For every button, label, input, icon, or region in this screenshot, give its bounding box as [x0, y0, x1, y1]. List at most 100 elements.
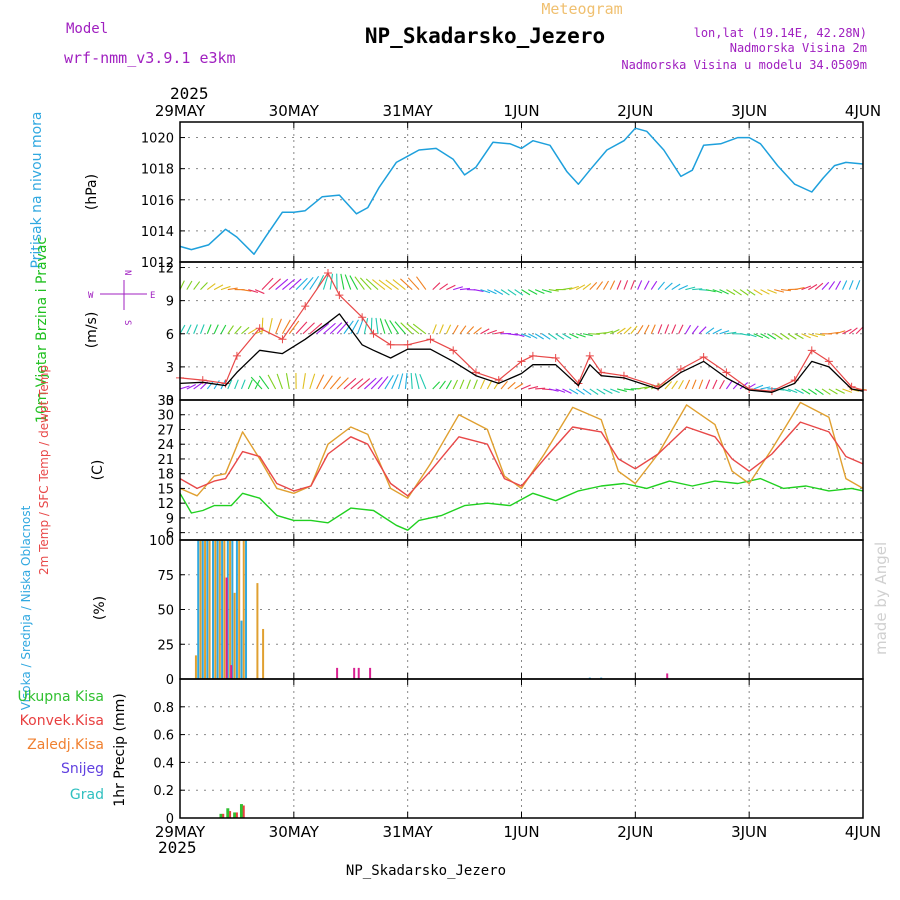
- wind-gust-marker: [232, 351, 241, 360]
- wind-arrow: [295, 321, 308, 335]
- wind-arrow: [582, 283, 592, 291]
- low-cloud-bar: [357, 667, 360, 679]
- wind-arrow: [801, 285, 812, 291]
- y-tick-label: 1018: [141, 163, 174, 178]
- conv-precip-bar: [229, 811, 232, 818]
- wind-arrow: [445, 324, 452, 334]
- wind-arrow: [555, 333, 565, 340]
- dewpoint-line: [179, 477, 864, 531]
- wind-arrow: [220, 324, 227, 335]
- wind-arrow: [329, 322, 343, 335]
- y-tick-label: 12: [157, 497, 174, 512]
- wind-arrow: [268, 278, 281, 291]
- wind-arrow: [630, 280, 635, 290]
- high-cloud-bar: [216, 540, 219, 679]
- wind-arrow: [814, 388, 824, 396]
- mid-cloud-bar: [218, 540, 221, 679]
- wind-arrow: [350, 378, 364, 390]
- wind-arrow: [514, 383, 524, 390]
- cloud-title: Visoka / Srednja / Niska Oblacnost: [19, 505, 33, 710]
- wind-arrow: [186, 280, 193, 290]
- wind-arrow: [548, 289, 559, 292]
- wind-arrow: [439, 324, 444, 334]
- wind-arrow: [247, 379, 253, 390]
- wind-arrow: [760, 289, 770, 295]
- x-tick-label-bottom: 1JUN: [503, 823, 539, 841]
- lonlat-text: lon,lat (19.14E, 42.28N): [694, 26, 867, 40]
- mid-cloud-bar: [242, 540, 245, 679]
- wind-arrow: [739, 333, 751, 336]
- low-cloud-bar: [369, 667, 372, 679]
- wind-gust-marker: [323, 269, 332, 278]
- wind-arrow: [794, 287, 805, 291]
- y-tick-label: 3: [166, 361, 174, 376]
- wind-ylabel: (m/s): [84, 312, 100, 349]
- wind-arrow: [664, 324, 670, 334]
- wind-arrow: [821, 281, 830, 290]
- wind-arrow: [248, 328, 258, 335]
- wind-arrow: [378, 279, 393, 291]
- wind-arrow: [548, 333, 558, 340]
- total-precip-bar: [226, 808, 230, 818]
- wind-arrow: [528, 289, 538, 295]
- y-tick-label: 75: [157, 569, 174, 584]
- wind-arrow: [288, 320, 300, 335]
- data-layer: [176, 127, 867, 818]
- wind-arrow: [760, 333, 770, 340]
- wind-arrow: [623, 280, 629, 290]
- wind-arrow: [712, 289, 723, 294]
- wind-arrow: [732, 289, 742, 296]
- wind-arrow: [528, 386, 539, 390]
- wind-arrow: [445, 380, 452, 390]
- wind-arrow: [664, 282, 673, 291]
- wind-arrow: [691, 325, 699, 335]
- wind-gust-marker: [369, 329, 378, 338]
- wind-arrow: [384, 319, 393, 334]
- wind-arrow: [828, 331, 839, 335]
- wind-arrow: [322, 274, 329, 290]
- wind-arrow: [684, 379, 691, 390]
- wind-arrow: [406, 323, 420, 335]
- y-tick-label: 1020: [141, 132, 174, 147]
- wind-arrow: [801, 388, 811, 395]
- y-tick-label: 0: [166, 673, 174, 688]
- footer-station: NP_Skadarsko_Jezero: [346, 863, 506, 879]
- temp2m-line: [179, 421, 864, 497]
- mid-cloud-bar: [208, 540, 211, 679]
- sfc-temp-line: [179, 401, 864, 499]
- wind-arrow: [267, 374, 277, 390]
- wind-arrow: [370, 377, 383, 390]
- wind-arrow: [643, 280, 650, 290]
- wind-gust-marker: [403, 340, 412, 349]
- wind-arrow: [404, 372, 408, 390]
- wind-arrow: [285, 373, 290, 390]
- wind-arrow: [637, 280, 643, 290]
- x-tick-label-top: 4JUN: [845, 102, 881, 120]
- y-tick-label: 24: [157, 438, 174, 453]
- credit-text: made by Angel: [872, 542, 890, 655]
- wind-arrow: [268, 318, 273, 334]
- wind-arrow: [302, 373, 306, 390]
- wind-arrow: [322, 375, 333, 390]
- wind-arrow: [623, 388, 634, 391]
- pressure-ylabel: (hPa): [84, 174, 100, 210]
- wind-gust-marker: [335, 291, 344, 300]
- low-cloud-bar: [353, 667, 356, 679]
- wind-arrow: [258, 375, 270, 390]
- low-cloud-bar: [230, 665, 233, 679]
- wind-gust-marker: [278, 335, 287, 344]
- y-tick-label: 100: [149, 534, 174, 549]
- wind-arrow: [582, 388, 592, 396]
- wind-arrow: [446, 284, 456, 291]
- x-tick-label-bottom: 2JUN: [617, 823, 653, 841]
- wind-arrow: [275, 278, 289, 291]
- x-tick-label-top: 3JUN: [731, 102, 767, 120]
- total-precip-bar: [233, 812, 237, 818]
- x-tick-label-top: 2JUN: [617, 102, 653, 120]
- mid-cloud-bar: [214, 540, 217, 679]
- y-tick-label: 18: [157, 468, 174, 483]
- y-tick-label: 21: [157, 453, 174, 468]
- wind-arrow: [650, 324, 656, 334]
- wind-arrow: [459, 287, 471, 291]
